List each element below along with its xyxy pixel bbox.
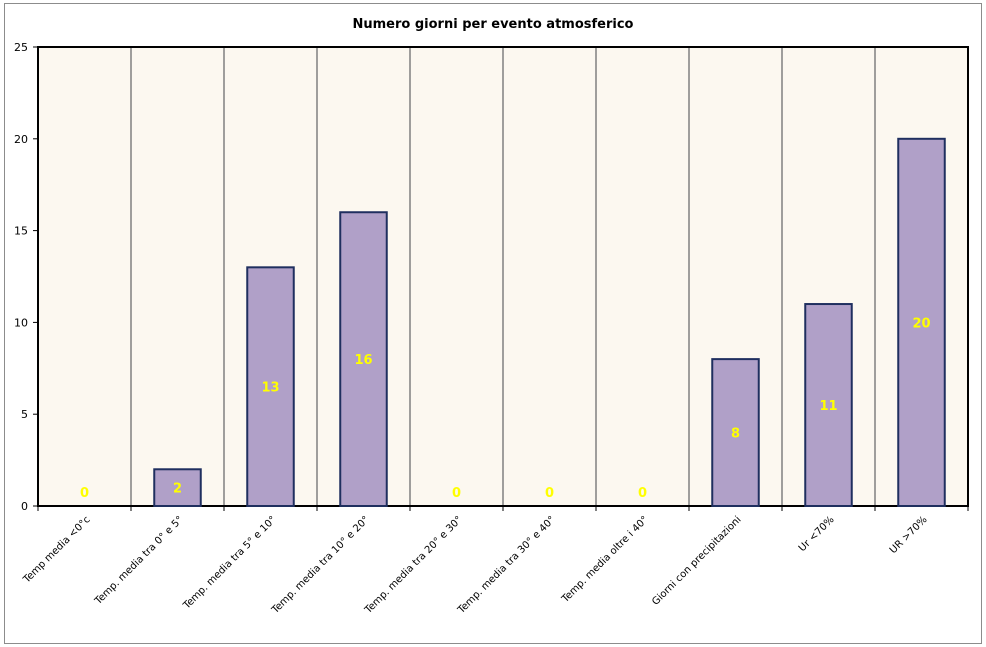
y-tick-label: 15 (14, 225, 28, 238)
y-tick-label: 20 (14, 133, 28, 146)
category-label: Ur <70% (797, 514, 837, 554)
data-label: 0 (638, 486, 647, 501)
category-label: Temp. media tra 0° e 5° (92, 514, 185, 607)
data-label: 8 (731, 427, 740, 442)
chart-title: Numero giorni per evento atmosferico (353, 17, 634, 32)
y-tick-label: 0 (21, 500, 28, 513)
category-label: Temp. media tra 10° e 20° (269, 514, 371, 616)
bar (897, 137, 946, 508)
bar (153, 468, 202, 507)
category-label: Temp. media tra 5° e 10° (181, 514, 279, 612)
data-label: 13 (261, 381, 279, 396)
y-tick-label: 5 (21, 408, 28, 421)
category-label: Temp media <0°c (21, 514, 93, 586)
category-label: UR >70% (888, 514, 930, 556)
category-label: Temp. media tra 20° e 30° (362, 514, 464, 616)
bar (339, 211, 388, 508)
y-tick-label: 10 (14, 316, 28, 329)
data-label: 20 (912, 316, 930, 331)
data-label: 16 (354, 353, 372, 368)
data-label: 11 (819, 399, 837, 414)
category-label: Temp. media tra 30° e 40° (455, 514, 557, 616)
data-label: 0 (80, 486, 89, 501)
bar (246, 266, 295, 507)
category-label: Temp. media oltre i 40° (559, 514, 650, 605)
bar (711, 358, 760, 507)
bar (804, 303, 853, 508)
data-label: 0 (452, 486, 461, 501)
data-label: 0 (545, 486, 554, 501)
data-label: 2 (173, 482, 182, 497)
category-label: Giorni con precipitazioni (650, 514, 743, 607)
y-tick-label: 25 (14, 41, 28, 54)
